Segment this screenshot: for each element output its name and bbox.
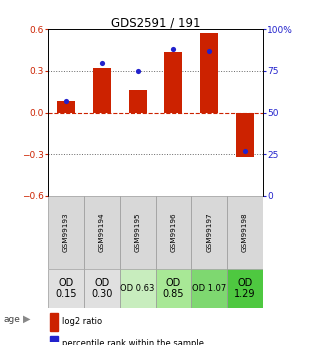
Point <box>171 47 176 52</box>
Point <box>243 148 248 154</box>
Text: GSM99196: GSM99196 <box>170 213 176 252</box>
Title: GDS2591 / 191: GDS2591 / 191 <box>111 16 200 29</box>
Bar <box>191 196 227 269</box>
Text: OD
0.85: OD 0.85 <box>163 278 184 299</box>
Text: OD
0.30: OD 0.30 <box>91 278 113 299</box>
Point <box>64 98 69 104</box>
Bar <box>84 196 120 269</box>
Bar <box>227 269 263 308</box>
Text: OD
1.29: OD 1.29 <box>234 278 256 299</box>
Text: OD
0.15: OD 0.15 <box>55 278 77 299</box>
Bar <box>120 196 156 269</box>
Bar <box>200 33 218 112</box>
Bar <box>156 269 191 308</box>
Text: GSM99194: GSM99194 <box>99 213 105 252</box>
Text: OD 1.07: OD 1.07 <box>192 284 226 293</box>
Bar <box>156 196 191 269</box>
Bar <box>48 269 84 308</box>
Bar <box>48 196 84 269</box>
Bar <box>191 269 227 308</box>
Text: OD 0.63: OD 0.63 <box>120 284 155 293</box>
Text: GSM99195: GSM99195 <box>135 213 141 252</box>
Bar <box>236 112 254 157</box>
Bar <box>50 336 58 345</box>
Bar <box>93 68 111 112</box>
Text: log2 ratio: log2 ratio <box>62 317 102 326</box>
Text: age: age <box>3 315 20 324</box>
Bar <box>84 269 120 308</box>
Bar <box>120 269 156 308</box>
Point <box>100 60 104 66</box>
Point <box>207 48 211 54</box>
Text: ▶: ▶ <box>23 314 31 324</box>
Bar <box>165 51 182 112</box>
Text: percentile rank within the sample: percentile rank within the sample <box>62 339 204 345</box>
Bar <box>129 90 146 112</box>
Point <box>135 68 140 74</box>
Bar <box>50 313 58 332</box>
Text: GSM99198: GSM99198 <box>242 213 248 252</box>
Bar <box>57 101 75 112</box>
Bar <box>227 196 263 269</box>
Text: GSM99193: GSM99193 <box>63 213 69 252</box>
Text: GSM99197: GSM99197 <box>206 213 212 252</box>
